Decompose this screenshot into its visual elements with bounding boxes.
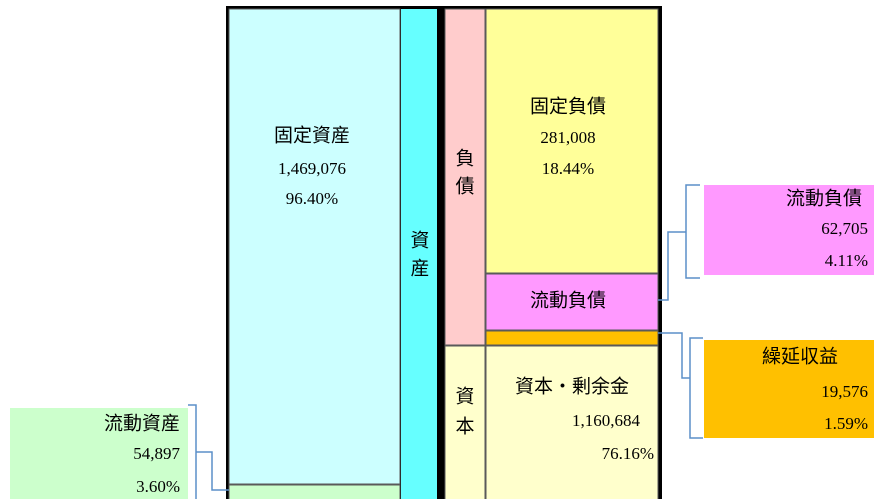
label: 債: [455, 175, 474, 197]
amount: 1,469,076: [278, 159, 346, 178]
current-liabilities-box: [485, 273, 659, 331]
label: 資本・剰余金: [515, 375, 629, 397]
label: 資: [455, 385, 474, 407]
callout-deferred-revenue: [704, 340, 874, 438]
liabilities-band: [444, 8, 486, 346]
bracket: [658, 332, 703, 439]
amount: 19,576: [821, 382, 868, 401]
share: 4.11%: [825, 251, 868, 270]
fixed-liabilities-box: [485, 8, 659, 274]
label: 固定負債: [530, 95, 606, 117]
share: 1.59%: [824, 414, 868, 433]
amount: 54,897: [133, 444, 180, 463]
label: 流動負債: [786, 187, 862, 209]
current-assets-box: [228, 484, 401, 499]
amount: 1,160,684: [572, 411, 641, 430]
callout-current-assets: [10, 408, 188, 499]
amount: 62,705: [821, 219, 868, 238]
label: 産: [410, 257, 429, 279]
fixed-assets-box: [228, 8, 401, 485]
deferred-revenue-box: [485, 330, 659, 346]
label: 流動資産: [104, 412, 180, 434]
share: 96.40%: [286, 189, 338, 208]
bracket: [188, 404, 229, 499]
label: 資: [410, 229, 429, 251]
label: 流動負債: [530, 289, 606, 311]
label: 繰延収益: [762, 345, 838, 367]
label: 本: [455, 415, 474, 437]
label: 負: [455, 147, 474, 169]
assets-band: [401, 9, 437, 499]
callout-current-liabilities: [704, 185, 874, 275]
share: 3.60%: [136, 477, 180, 496]
bracket: [658, 184, 700, 301]
equity-band: [444, 345, 486, 499]
label: 固定資産: [274, 124, 350, 146]
share: 18.44%: [542, 159, 594, 178]
share: 76.16%: [602, 444, 654, 463]
amount: 281,008: [540, 128, 595, 147]
capital-box: [485, 345, 659, 499]
